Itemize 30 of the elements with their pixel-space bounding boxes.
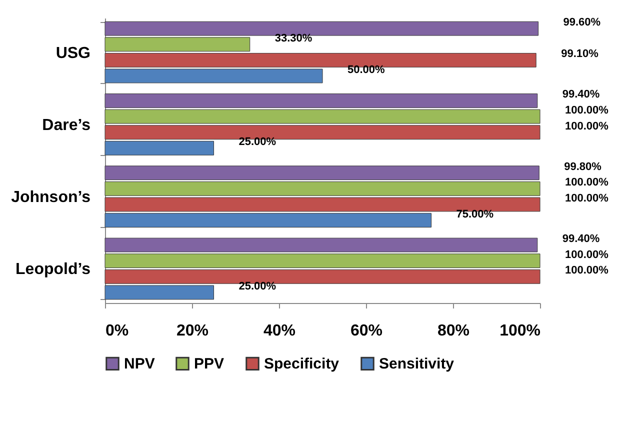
legend-label: NPV (124, 356, 155, 373)
y-tick-label: Dare’s (42, 116, 91, 134)
data-label: 100.00% (565, 176, 609, 189)
data-label: 100.00% (565, 248, 609, 261)
data-label: 25.00% (238, 280, 276, 292)
data-label: 25.00% (238, 136, 276, 148)
legend-label: PPV (194, 356, 224, 373)
data-label: 100.00% (565, 192, 609, 204)
x-tick-label: 20% (176, 322, 209, 340)
x-tick-label: 0% (106, 322, 129, 340)
y-tick-label: Leopold’s (16, 261, 91, 278)
data-label: 100.00% (565, 264, 609, 277)
data-label: 99.60% (563, 16, 601, 29)
data-label: 33.30% (274, 32, 312, 44)
data-label: 99.40% (562, 233, 600, 246)
y-tick-label: Johnson’s (11, 189, 91, 206)
data-label: 99.10% (561, 48, 599, 60)
data-label: 75.00% (456, 208, 494, 220)
legend-label: Sensitivity (379, 356, 455, 373)
data-label: 99.80% (564, 160, 602, 173)
legend-label: Specificity (264, 356, 340, 373)
x-tick-label: 40% (263, 322, 296, 340)
x-tick-label: 60% (350, 322, 383, 340)
data-label: 99.40% (562, 88, 600, 101)
data-label: 50.00% (348, 64, 386, 76)
y-tick-label: USG (56, 44, 90, 62)
data-label: 100.00% (565, 104, 609, 117)
data-label: 100.00% (565, 120, 609, 132)
x-tick-label: 80% (437, 322, 470, 340)
x-tick-label: 100% (500, 322, 540, 340)
